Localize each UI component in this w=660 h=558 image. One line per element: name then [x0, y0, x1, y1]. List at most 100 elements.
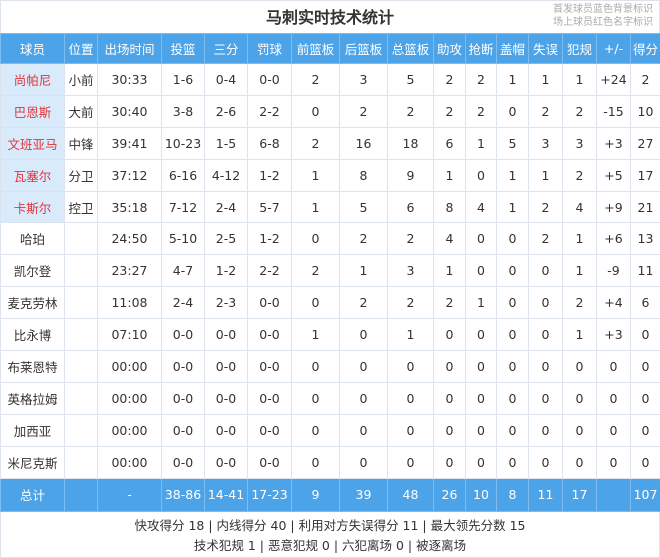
- stat-cell: 0: [340, 414, 388, 446]
- stat-cell: 1: [292, 191, 340, 223]
- legend-on-court: 场上球员红色名字标识: [553, 16, 653, 29]
- stat-cell: 2: [434, 64, 466, 96]
- stat-cell: 18: [388, 127, 434, 159]
- player-name[interactable]: 哈珀: [1, 223, 65, 255]
- player-name[interactable]: 比永博: [1, 319, 65, 351]
- stat-cell: 0: [597, 382, 631, 414]
- stat-cell: 3: [340, 64, 388, 96]
- stat-cell: 0: [597, 446, 631, 478]
- player-name[interactable]: 文班亚马: [1, 127, 65, 159]
- player-name[interactable]: 麦克劳林: [1, 287, 65, 319]
- stat-cell: 0-0: [248, 446, 292, 478]
- total-cell: [597, 478, 631, 511]
- stat-cell: 0-0: [248, 319, 292, 351]
- total-cell: 107: [631, 478, 660, 511]
- column-header: 总篮板: [388, 34, 434, 64]
- stat-cell: 0: [497, 319, 529, 351]
- stat-cell: 6-16: [162, 159, 205, 191]
- stat-cell: 0: [563, 382, 597, 414]
- stat-cell: 21: [631, 191, 660, 223]
- stat-cell: 1-2: [248, 159, 292, 191]
- stat-cell: 0: [292, 382, 340, 414]
- player-name[interactable]: 加西亚: [1, 414, 65, 446]
- stat-cell: 0-0: [162, 351, 205, 383]
- stat-cell: 5-10: [162, 223, 205, 255]
- stat-cell: 35:18: [98, 191, 162, 223]
- player-name[interactable]: 米尼克斯: [1, 446, 65, 478]
- stat-cell: 2: [388, 223, 434, 255]
- column-header: 球员: [1, 34, 65, 64]
- player-name[interactable]: 卡斯尔: [1, 191, 65, 223]
- stat-cell: 5: [340, 191, 388, 223]
- player-name[interactable]: 凯尔登: [1, 255, 65, 287]
- column-header: 助攻: [434, 34, 466, 64]
- total-cell: [65, 478, 98, 511]
- stat-cell: 8: [434, 191, 466, 223]
- column-header: 位置: [65, 34, 98, 64]
- stat-cell: 0: [529, 255, 563, 287]
- player-name[interactable]: 英格拉姆: [1, 382, 65, 414]
- stat-cell: 0: [292, 95, 340, 127]
- stat-cell: 0-0: [248, 414, 292, 446]
- stat-cell: 0: [631, 319, 660, 351]
- stat-cell: -15: [597, 95, 631, 127]
- stat-cell: 0: [388, 446, 434, 478]
- stat-cell: 1: [529, 64, 563, 96]
- stat-cell: 00:00: [98, 446, 162, 478]
- stat-cell: 中锋: [65, 127, 98, 159]
- stat-cell: [65, 287, 98, 319]
- player-name[interactable]: 巴恩斯: [1, 95, 65, 127]
- total-cell: 9: [292, 478, 340, 511]
- stat-cell: 0: [434, 351, 466, 383]
- stat-cell: 1: [497, 64, 529, 96]
- stat-cell: 2: [434, 287, 466, 319]
- stat-cell: 4-7: [162, 255, 205, 287]
- stat-cell: 0: [497, 287, 529, 319]
- stat-cell: 0: [497, 95, 529, 127]
- stat-cell: 0-0: [205, 446, 248, 478]
- total-cell: 10: [466, 478, 497, 511]
- stat-cell: 0: [466, 319, 497, 351]
- stat-cell: 0: [292, 414, 340, 446]
- stat-cell: 23:27: [98, 255, 162, 287]
- stat-cell: 0: [631, 446, 660, 478]
- total-cell: 39: [340, 478, 388, 511]
- stat-cell: 0: [292, 446, 340, 478]
- stat-cell: 0-0: [162, 446, 205, 478]
- stat-cell: 27: [631, 127, 660, 159]
- stat-cell: 4: [434, 223, 466, 255]
- stat-cell: 1-6: [162, 64, 205, 96]
- column-header: 罚球: [248, 34, 292, 64]
- total-cell: 48: [388, 478, 434, 511]
- column-header: 出场时间: [98, 34, 162, 64]
- stat-cell: 2-2: [248, 95, 292, 127]
- player-name[interactable]: 尚帕尼: [1, 64, 65, 96]
- stat-cell: 2: [563, 159, 597, 191]
- stat-cell: [65, 351, 98, 383]
- stat-cell: 0-0: [205, 351, 248, 383]
- stat-cell: 0: [497, 446, 529, 478]
- stat-cell: 0: [497, 223, 529, 255]
- stat-cell: +9: [597, 191, 631, 223]
- stat-cell: 2-4: [162, 287, 205, 319]
- stat-cell: 1: [563, 255, 597, 287]
- player-name[interactable]: 布莱恩特: [1, 351, 65, 383]
- stat-cell: 10: [631, 95, 660, 127]
- stat-cell: 0: [529, 414, 563, 446]
- player-name[interactable]: 瓦塞尔: [1, 159, 65, 191]
- column-header: 犯规: [563, 34, 597, 64]
- column-header: 抢断: [466, 34, 497, 64]
- stat-cell: 小前: [65, 64, 98, 96]
- stat-cell: 0-0: [205, 382, 248, 414]
- stat-cell: 0: [497, 414, 529, 446]
- stat-cell: 2: [563, 287, 597, 319]
